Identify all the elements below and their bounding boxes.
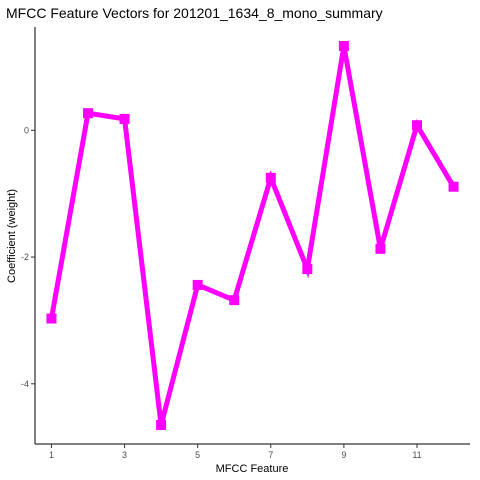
series-layer [46,41,459,430]
x-axis-ticks: 1 3 5 7 9 11 [49,444,422,460]
x-tick-label: 7 [268,450,273,460]
data-point-5 [192,279,203,290]
chart-title: MFCC Feature Vectors for 201201_1634_8_m… [6,5,383,21]
series-line [48,45,456,426]
data-point-8 [302,264,313,275]
y-axis-ticks: -4 -2 0 [21,125,35,389]
data-point-10 [375,243,386,254]
data-point-6 [229,295,240,306]
data-point-9 [338,41,349,52]
x-tick-label: 5 [195,450,200,460]
data-point-1 [46,313,57,324]
data-point-2 [83,108,94,119]
x-tick-label: 9 [341,450,346,460]
x-tick-label: 11 [412,450,421,460]
x-tick-label: 3 [122,450,127,460]
data-point-3 [119,113,130,124]
y-tick-label: -2 [21,252,29,262]
data-point-4 [156,419,167,430]
data-point-7 [265,172,276,183]
data-point-11 [411,120,422,131]
y-axis-label: Coefficient (weight) [6,189,18,283]
y-tick-label: -4 [21,379,29,389]
y-tick-label: 0 [24,125,29,135]
x-axis-label: MFCC Feature [216,463,289,475]
x-tick-label: 1 [49,450,54,460]
data-point-12 [448,181,459,192]
